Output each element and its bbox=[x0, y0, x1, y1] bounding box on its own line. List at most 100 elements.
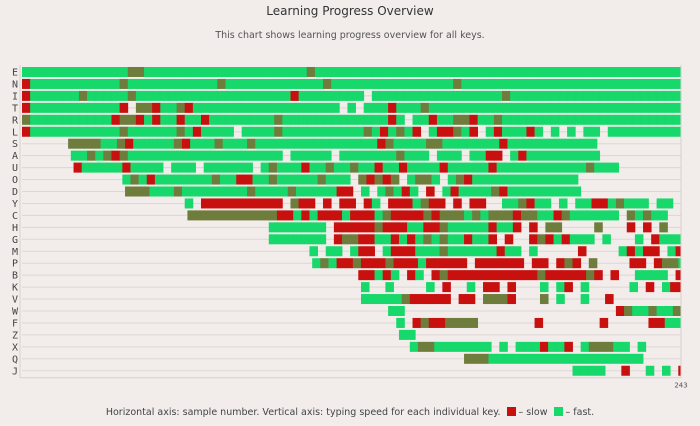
cell-h bbox=[504, 222, 514, 233]
cell-l bbox=[436, 126, 446, 137]
cell-e bbox=[38, 67, 47, 77]
cell-p bbox=[588, 258, 598, 269]
cell-k bbox=[442, 282, 451, 293]
cell-b bbox=[447, 270, 457, 281]
cell-i bbox=[379, 90, 389, 101]
cell-e bbox=[282, 67, 291, 77]
cell-h bbox=[496, 222, 506, 233]
cell-u bbox=[431, 162, 441, 173]
cell-n bbox=[323, 78, 332, 89]
cell-n bbox=[241, 78, 251, 89]
cell-a bbox=[388, 150, 397, 161]
cell-l bbox=[144, 126, 153, 137]
cell-s bbox=[434, 138, 443, 149]
cell-o bbox=[154, 174, 164, 185]
cell-y bbox=[607, 198, 617, 209]
cell-d bbox=[222, 186, 232, 197]
cell-s bbox=[100, 138, 110, 149]
cell-n bbox=[453, 78, 462, 89]
cell-u bbox=[537, 162, 546, 173]
cell-s bbox=[304, 138, 313, 149]
cell-u bbox=[398, 162, 408, 173]
cell-l bbox=[445, 126, 454, 137]
cell-e bbox=[127, 67, 137, 77]
cell-e bbox=[583, 67, 592, 77]
cell-a bbox=[396, 150, 405, 161]
cell-d bbox=[344, 186, 354, 197]
cell-m bbox=[488, 246, 497, 257]
cell-p bbox=[450, 258, 460, 269]
cell-r bbox=[298, 114, 308, 125]
cell-r bbox=[567, 114, 576, 125]
cell-e bbox=[510, 67, 519, 77]
cell-c bbox=[398, 210, 408, 221]
cell-y bbox=[200, 198, 210, 209]
cell-w bbox=[672, 306, 682, 316]
cell-y bbox=[404, 198, 413, 209]
cell-e bbox=[217, 67, 226, 77]
cell-i bbox=[567, 90, 576, 101]
cell-q bbox=[569, 353, 579, 364]
cell-o bbox=[537, 174, 546, 185]
cell-t bbox=[672, 102, 682, 113]
cell-i bbox=[550, 90, 560, 101]
cell-i bbox=[477, 90, 487, 101]
cell-l bbox=[583, 126, 592, 137]
cell-l bbox=[168, 126, 177, 137]
cell-s bbox=[68, 138, 77, 149]
cell-n bbox=[144, 78, 153, 89]
cell-y bbox=[233, 198, 243, 209]
cell-r bbox=[339, 114, 348, 125]
cell-g bbox=[659, 234, 668, 245]
cell-i bbox=[200, 90, 210, 101]
cell-n bbox=[493, 78, 503, 89]
cell-u bbox=[179, 162, 188, 173]
cell-i bbox=[274, 90, 283, 101]
cell-i bbox=[282, 90, 291, 101]
cell-n bbox=[331, 78, 340, 89]
cell-s bbox=[409, 138, 419, 149]
cell-u bbox=[146, 162, 156, 173]
key-label-r: R bbox=[12, 115, 19, 126]
cell-r bbox=[656, 114, 666, 125]
cell-f bbox=[672, 317, 682, 328]
cell-r bbox=[38, 114, 47, 125]
slow-swatch bbox=[506, 407, 516, 416]
cell-c bbox=[431, 210, 441, 221]
cell-u bbox=[594, 162, 603, 173]
cell-r bbox=[225, 114, 234, 125]
cell-s bbox=[426, 138, 435, 149]
cell-h bbox=[472, 222, 481, 233]
cell-r bbox=[62, 114, 72, 125]
cell-k bbox=[491, 282, 500, 293]
chart-subtitle: This chart shows learning progress overv… bbox=[215, 30, 485, 41]
cell-l bbox=[257, 126, 267, 137]
cell-o bbox=[455, 174, 465, 185]
cell-n bbox=[176, 78, 186, 89]
cell-t bbox=[550, 102, 560, 113]
cell-a bbox=[217, 150, 226, 161]
cell-d bbox=[450, 186, 460, 197]
cell-o bbox=[236, 174, 245, 185]
cell-y bbox=[632, 198, 641, 209]
cell-a bbox=[127, 150, 137, 161]
cell-t bbox=[46, 102, 55, 113]
cell-g bbox=[268, 234, 278, 245]
key-label-a: A bbox=[12, 151, 18, 162]
cell-f bbox=[534, 317, 544, 328]
cell-i bbox=[404, 90, 413, 101]
cell-n bbox=[233, 78, 243, 89]
cell-e bbox=[298, 67, 308, 77]
cell-h bbox=[342, 222, 351, 233]
cell-x bbox=[556, 341, 565, 352]
cell-v bbox=[466, 294, 476, 305]
cell-l bbox=[314, 126, 324, 137]
cell-e bbox=[412, 67, 422, 77]
cell-l bbox=[396, 126, 405, 137]
cell-e bbox=[672, 67, 682, 77]
cell-g bbox=[455, 234, 465, 245]
cell-u bbox=[447, 162, 457, 173]
cell-s bbox=[442, 138, 451, 149]
cell-r bbox=[249, 114, 259, 125]
